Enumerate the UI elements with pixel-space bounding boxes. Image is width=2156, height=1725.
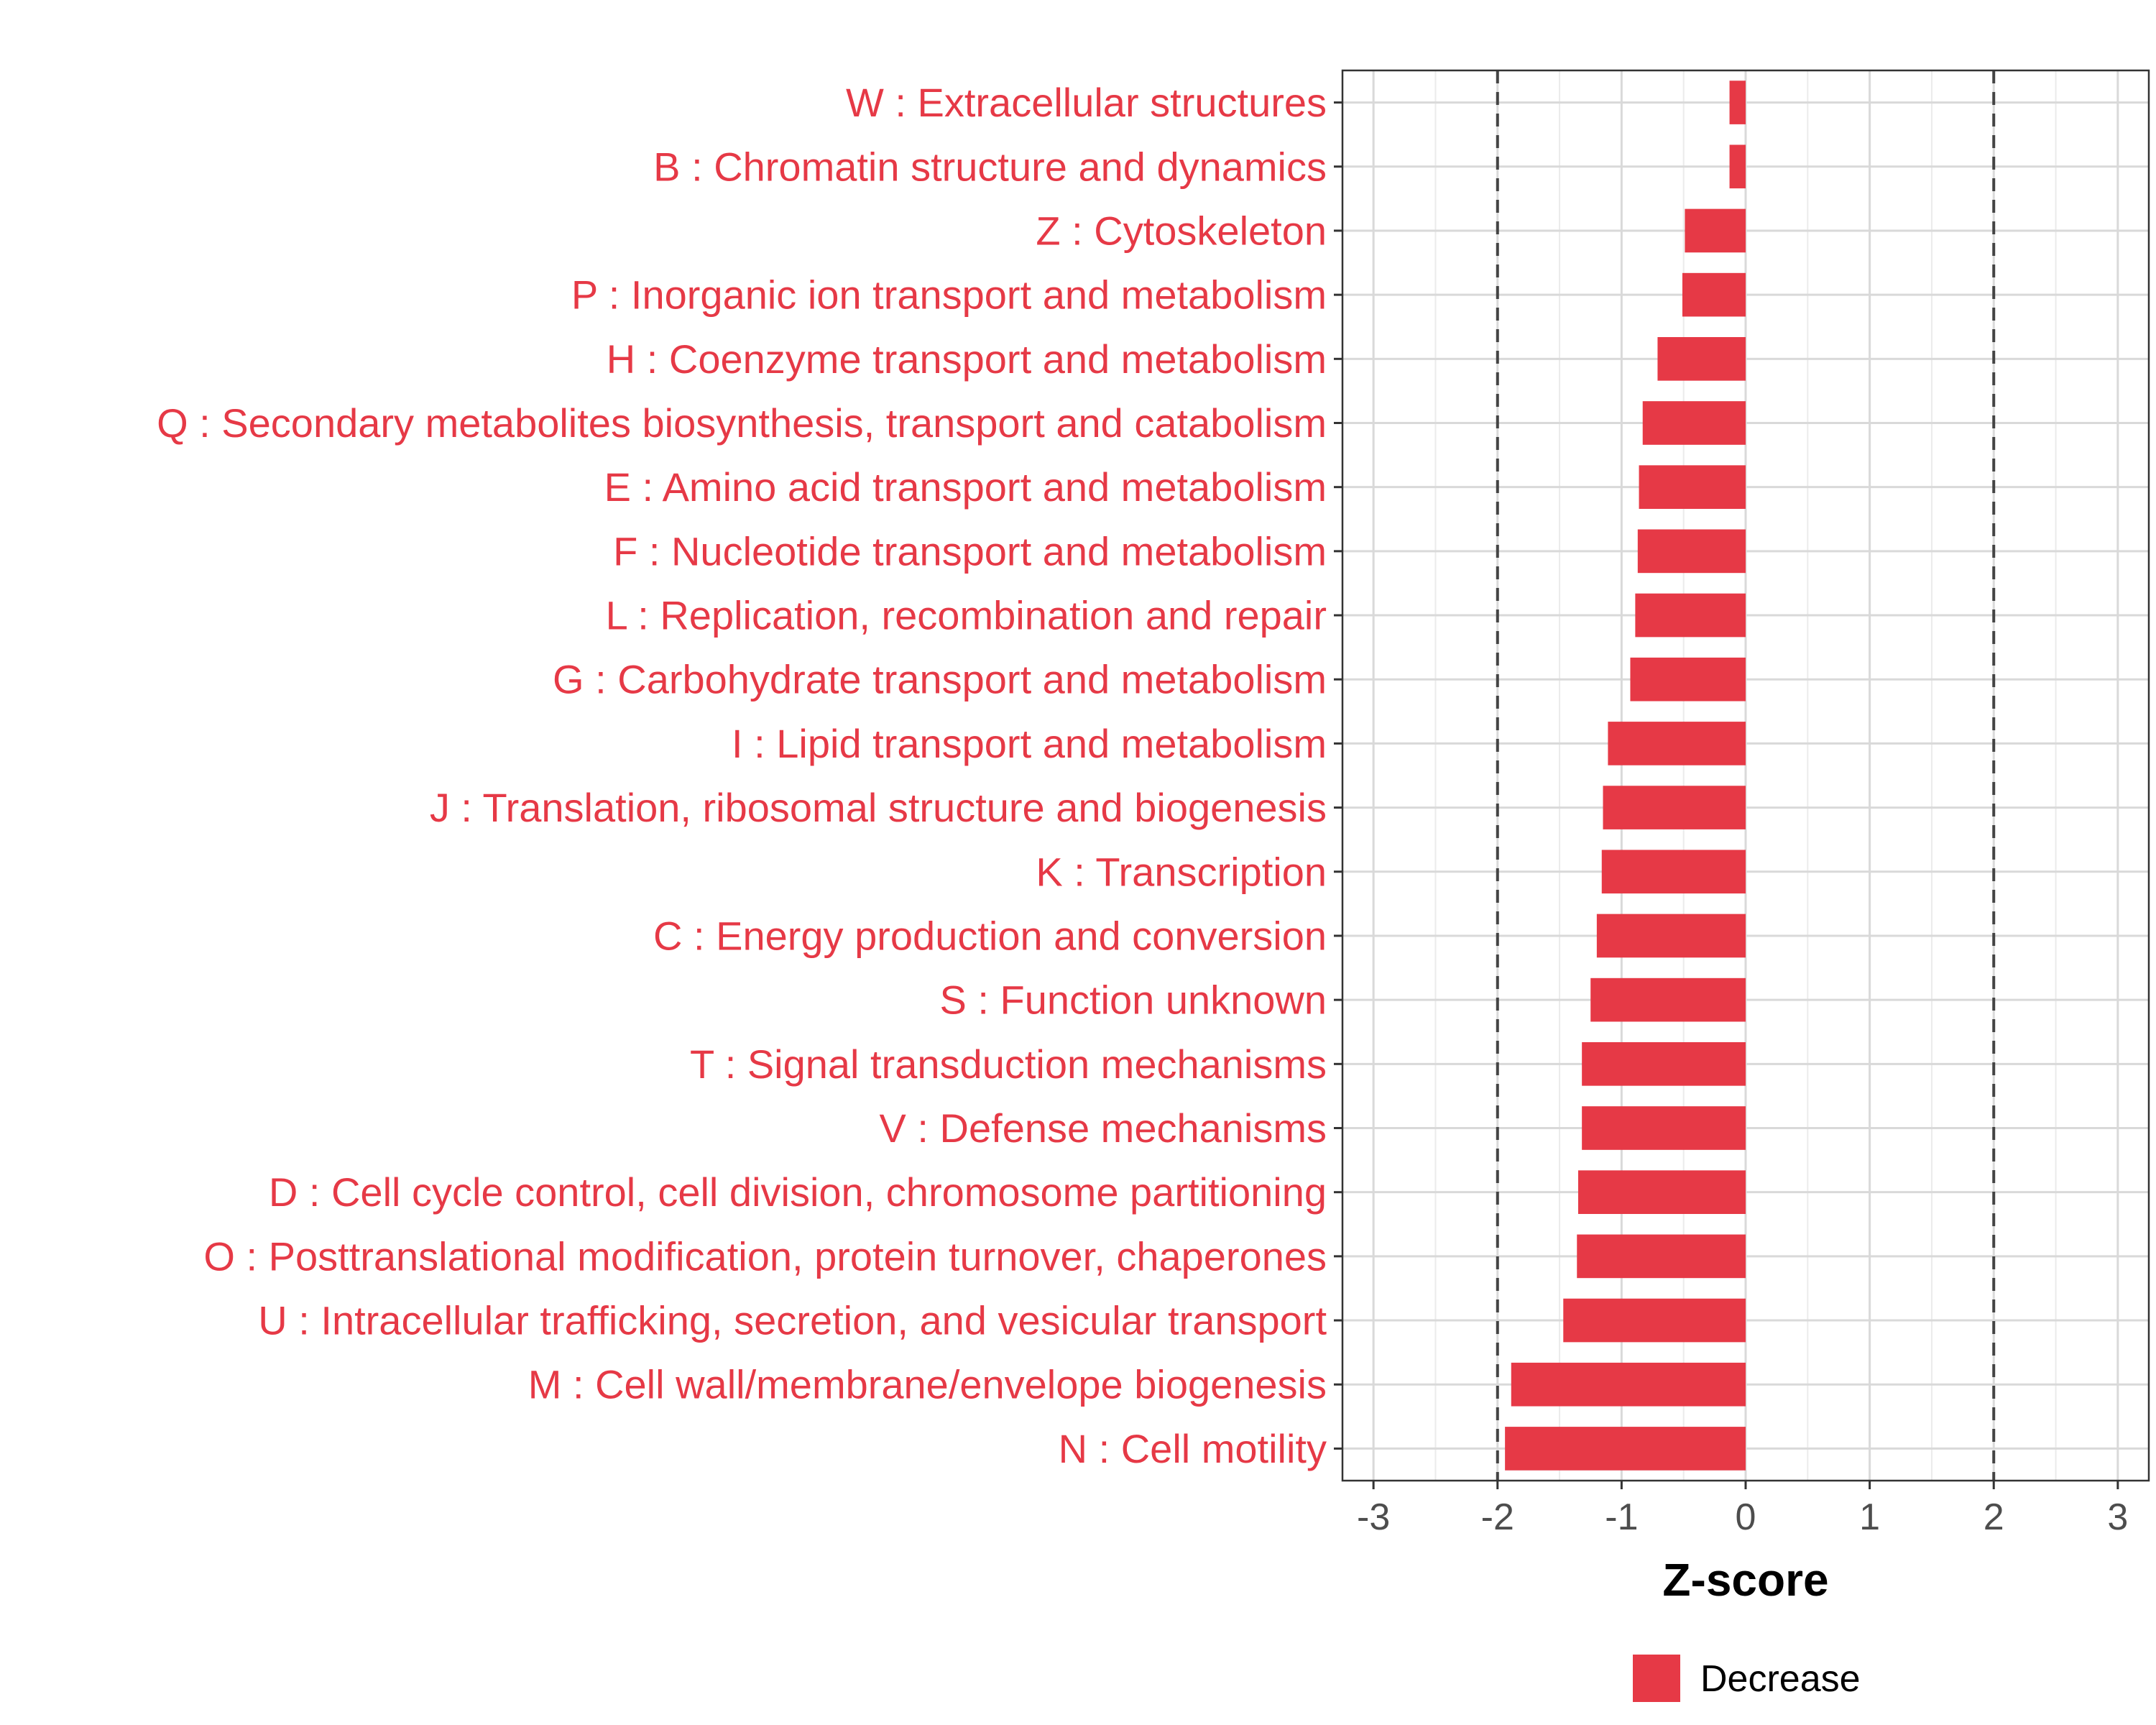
bar [1601,850,1746,894]
category-label: F : Nucleotide transport and metabolism [613,528,1327,574]
category-label: P : Inorganic ion transport and metaboli… [571,272,1327,318]
category-label: T : Signal transduction mechanisms [690,1041,1327,1087]
bar [1729,80,1746,124]
bar [1590,978,1746,1022]
bars [1505,80,1746,1471]
category-label: K : Transcription [1036,849,1327,894]
category-label: E : Amino acid transport and metabolism [604,464,1327,510]
bar [1630,657,1746,702]
category-label: I : Lipid transport and metabolism [732,721,1327,766]
x-tick-label: -3 [1357,1496,1390,1538]
category-label: O : Posttranslational modification, prot… [203,1233,1327,1279]
bar [1582,1106,1746,1150]
x-axis-title: Z-score [1662,1554,1828,1606]
bar [1635,593,1746,638]
legend-label-decrease: Decrease [1700,1658,1861,1700]
bar [1682,272,1746,317]
x-tick-label: 3 [2107,1496,2128,1538]
category-label: Q : Secondary metabolites biosynthesis, … [157,400,1327,446]
category-label: D : Cell cycle control, cell division, c… [269,1169,1327,1215]
bar [1511,1362,1746,1407]
bar [1637,529,1746,574]
x-ticks [1372,1481,2119,1489]
x-tick-label: -2 [1481,1496,1514,1538]
legend-key-decrease [1633,1655,1680,1702]
category-label: G : Carbohydrate transport and metabolis… [553,657,1327,702]
bar [1563,1298,1746,1343]
category-label: M : Cell wall/membrane/envelope biogenes… [528,1362,1327,1407]
x-tick-label: 2 [1984,1496,2004,1538]
bar [1639,465,1746,510]
bar [1505,1427,1746,1471]
x-tick-label: -1 [1605,1496,1638,1538]
category-label: S : Function unknown [939,978,1327,1023]
category-label: L : Replication, recombination and repai… [606,593,1327,638]
category-label: V : Defense mechanisms [880,1105,1327,1151]
bar [1729,144,1746,189]
category-label: H : Coenzyme transport and metabolism [607,336,1327,382]
legend: Decrease [1633,1655,1861,1702]
bar [1642,401,1746,445]
bar [1582,1041,1746,1086]
x-tick-labels: -3 -2 -1 0 1 2 3 [1357,1496,2128,1538]
category-label: B : Chromatin structure and dynamics [653,144,1327,189]
bar [1596,914,1746,958]
category-label: Z : Cytoskeleton [1036,208,1327,253]
category-label: U : Intracellular trafficking, secretion… [258,1298,1327,1343]
reference-lines [1496,70,1996,1481]
bar [1577,1170,1746,1215]
category-label: C : Energy production and conversion [653,913,1327,958]
x-tick-label: 0 [1736,1496,1756,1538]
category-label: W : Extracellular structures [846,80,1327,125]
bar [1685,208,1746,253]
bar [1577,1234,1746,1279]
bar [1657,336,1746,381]
x-tick-label: 1 [1859,1496,1880,1538]
y-ticks [1334,101,1342,1450]
category-label: N : Cell motility [1059,1426,1327,1471]
category-labels: W : Extracellular structures B : Chromati… [157,80,1327,1471]
bar [1603,786,1746,829]
category-label: J : Translation, ribosomal structure and… [430,785,1327,830]
bar [1608,722,1746,765]
